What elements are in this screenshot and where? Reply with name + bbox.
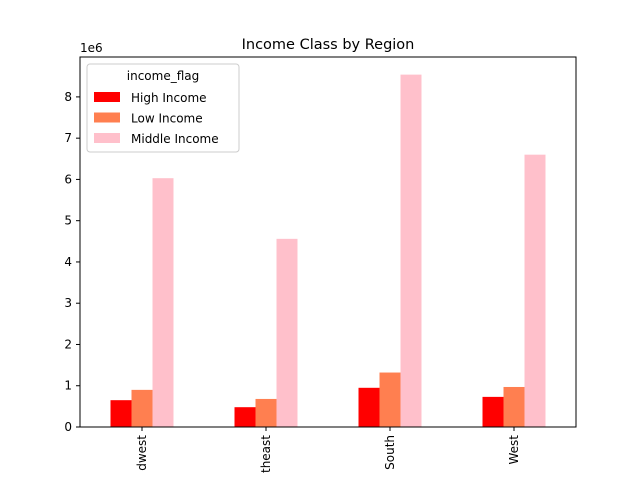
bar-middle-income-south <box>400 74 422 427</box>
bar-low-income-northeast <box>255 398 277 427</box>
chart-title: Income Class by Region <box>242 37 415 53</box>
y-tick-label: 2 <box>64 337 72 351</box>
bar-high-income-midwest <box>110 400 132 427</box>
y-tick-label: 7 <box>64 131 72 145</box>
y-tick-label: 8 <box>64 90 72 104</box>
legend-label: Low Income <box>131 112 203 126</box>
y-tick-label: 3 <box>64 296 72 310</box>
bar-middle-income-northeast <box>276 238 298 427</box>
bar-high-income-west <box>482 396 504 427</box>
plot-frame <box>79 56 577 428</box>
y-tick-label: 0 <box>64 420 72 434</box>
legend-swatch <box>94 92 120 102</box>
bar-low-income-south <box>379 372 401 427</box>
legend-box <box>86 63 240 153</box>
y-tick-label: 5 <box>64 214 72 228</box>
y-offset-label: 1e6 <box>80 41 103 55</box>
legend-label: Middle Income <box>131 132 219 146</box>
x-tick-label: West <box>507 435 521 465</box>
legend-title: income_flag <box>127 69 199 83</box>
legend-label: High Income <box>131 91 207 105</box>
legend: income_flag High Income Low Income Middle … <box>86 63 240 153</box>
bar-low-income-west <box>503 386 525 427</box>
x-tick-label: South <box>383 435 397 470</box>
y-tick-label: 1 <box>64 379 72 393</box>
legend-swatch <box>94 133 120 143</box>
y-tick-label: 6 <box>64 172 72 186</box>
bar-middle-income-midwest <box>152 178 174 427</box>
x-tick-label: dwest <box>135 435 149 471</box>
y-tick-label: 4 <box>64 255 72 269</box>
bar-middle-income-west <box>524 154 546 427</box>
x-tick-label: theast <box>259 435 273 473</box>
bar-high-income-northeast <box>234 407 256 427</box>
bar-high-income-south <box>358 387 380 427</box>
bar-low-income-midwest <box>131 389 153 427</box>
legend-swatch <box>94 112 120 123</box>
